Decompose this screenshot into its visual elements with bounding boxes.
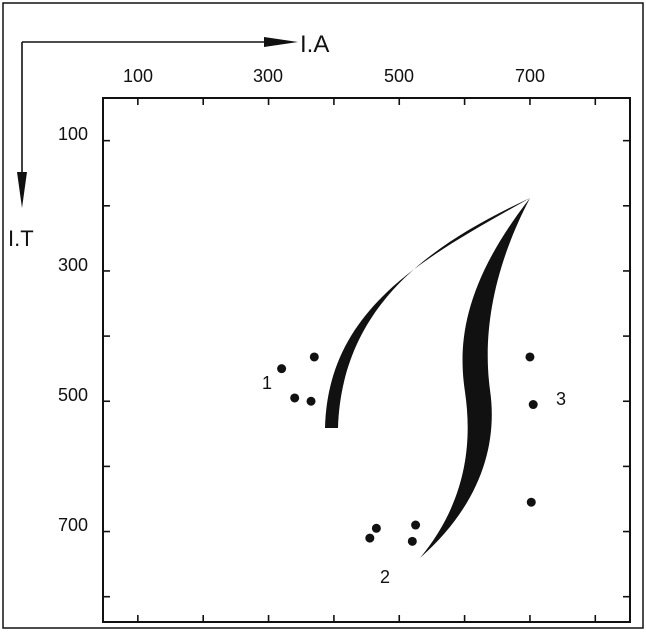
y-tick-label: 300: [58, 255, 88, 275]
x-tick-label: 700: [515, 66, 545, 86]
group-label-2: 2: [380, 567, 390, 587]
x-tick-labels: 100 300 500 700: [123, 66, 545, 86]
data-point: [277, 364, 287, 374]
x-axis-label: I.A: [300, 31, 329, 58]
data-point: [407, 536, 417, 546]
outer-frame: [2, 2, 644, 629]
y-tick-label: 700: [58, 515, 88, 535]
x-tick-label: 300: [253, 66, 283, 86]
data-point: [290, 393, 300, 403]
group-label-1: 1: [262, 373, 272, 393]
y-tick-label: 500: [58, 385, 88, 405]
y-tick-label: 100: [58, 124, 88, 144]
crescent-band-right: [420, 198, 530, 558]
crescent-band-left: [325, 198, 530, 428]
data-point: [365, 533, 375, 543]
data-point: [306, 396, 316, 406]
y-axis-label: I.T: [8, 226, 34, 251]
data-points: [277, 352, 538, 546]
x-axis-arrow: [22, 37, 298, 47]
data-point: [526, 497, 536, 507]
data-point: [411, 520, 421, 530]
y-tick-labels: 100 300 500 700: [58, 124, 88, 535]
data-point: [309, 352, 319, 362]
y-axis-arrow: [17, 42, 27, 208]
group-label-3: 3: [556, 389, 566, 409]
data-point: [525, 352, 535, 362]
plot-frame: [102, 97, 631, 623]
data-point: [371, 523, 381, 533]
x-tick-label: 500: [384, 66, 414, 86]
x-tick-label: 100: [123, 66, 153, 86]
data-point: [528, 400, 538, 410]
tick-marks: [103, 98, 630, 622]
